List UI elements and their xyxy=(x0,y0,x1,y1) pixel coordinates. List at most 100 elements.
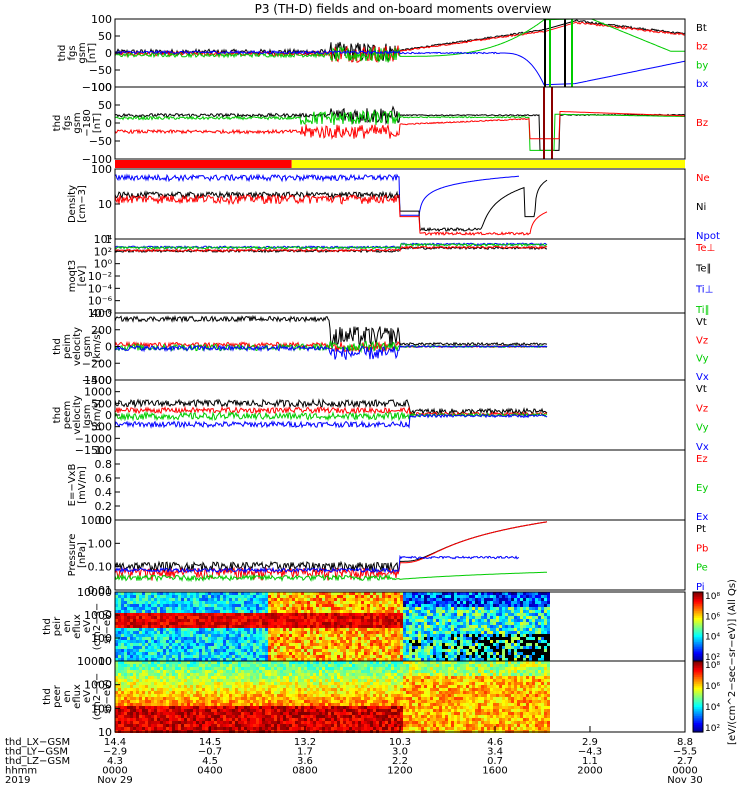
spectrogram-cell xyxy=(208,685,211,688)
spectrogram-cell xyxy=(499,622,502,625)
spectrogram-cell xyxy=(148,721,151,724)
spectrogram-cell xyxy=(196,643,199,646)
spectrogram-cell xyxy=(229,598,232,601)
spectrogram-cell xyxy=(355,616,358,619)
spectrogram-cell xyxy=(475,634,478,637)
spectrogram-cell xyxy=(157,673,160,676)
spectrogram-cell xyxy=(322,640,325,643)
spectrogram-cell xyxy=(277,700,280,703)
spectrogram-cell xyxy=(427,643,430,646)
spectrogram-cell xyxy=(115,703,118,706)
spectrogram-cell xyxy=(346,652,349,655)
spectrogram-cell xyxy=(118,682,121,685)
spectrogram-cell xyxy=(433,604,436,607)
spectrogram-cell xyxy=(247,652,250,655)
spectrogram-cell xyxy=(184,598,187,601)
spectrogram-cell xyxy=(187,709,190,712)
spectrogram-cell xyxy=(544,625,547,628)
spectrogram-cell xyxy=(256,700,259,703)
spectrogram-cell xyxy=(511,613,514,616)
spectrogram-cell xyxy=(187,592,190,595)
spectrogram-cell xyxy=(217,688,220,691)
spectrogram-cell xyxy=(220,655,223,658)
spectrogram-cell xyxy=(391,619,394,622)
spectrogram-cell xyxy=(490,598,493,601)
spectrogram-cell xyxy=(139,607,142,610)
spectrogram-cell xyxy=(454,634,457,637)
spectrogram-cell xyxy=(241,601,244,604)
spectrogram-cell xyxy=(307,664,310,667)
spectrogram-cell xyxy=(379,625,382,628)
spectrogram-cell xyxy=(361,610,364,613)
spectrogram-cell xyxy=(160,613,163,616)
spectrogram-cell xyxy=(178,727,181,730)
spectrogram-cell xyxy=(181,652,184,655)
spectrogram-cell xyxy=(220,658,223,661)
spectrogram-cell xyxy=(232,634,235,637)
spectrogram-cell xyxy=(214,613,217,616)
spectrogram-cell xyxy=(508,592,511,595)
spectrogram-cell xyxy=(199,685,202,688)
spectrogram-cell xyxy=(244,640,247,643)
spectrogram-cell xyxy=(217,694,220,697)
spectrogram-cell xyxy=(139,655,142,658)
spectrogram-cell xyxy=(298,694,301,697)
spectrogram-cell xyxy=(235,727,238,730)
spectrogram-cell xyxy=(532,607,535,610)
spectrogram-cell xyxy=(151,718,154,721)
spectrogram-cell xyxy=(319,676,322,679)
spectrogram-cell xyxy=(448,595,451,598)
spectrogram-cell xyxy=(172,700,175,703)
spectrogram-cell xyxy=(385,652,388,655)
spectrogram-cell xyxy=(187,634,190,637)
spectrogram-cell xyxy=(442,613,445,616)
spectrogram-cell xyxy=(508,649,511,652)
spectrogram-cell xyxy=(190,640,193,643)
spectrogram-cell xyxy=(373,652,376,655)
spectrogram-cell xyxy=(325,601,328,604)
spectrogram-cell xyxy=(316,706,319,709)
spectrogram-cell xyxy=(499,658,502,661)
spectrogram-cell xyxy=(187,706,190,709)
spectrogram-cell xyxy=(382,613,385,616)
spectrogram-cell xyxy=(268,673,271,676)
spectrogram-cell xyxy=(508,625,511,628)
spectrogram-cell xyxy=(541,622,544,625)
spectrogram-cell xyxy=(424,592,427,595)
spectrogram-cell xyxy=(376,598,379,601)
spectrogram-cell xyxy=(319,712,322,715)
spectrogram-cell xyxy=(127,649,130,652)
spectrogram-cell xyxy=(169,652,172,655)
spectrogram-cell xyxy=(253,607,256,610)
spectrogram-cell xyxy=(523,625,526,628)
spectrogram-cell xyxy=(169,619,172,622)
spectrogram-cell xyxy=(124,703,127,706)
spectrogram-cell xyxy=(526,595,529,598)
spectrogram-cell xyxy=(115,646,118,649)
spectrogram-cell xyxy=(286,691,289,694)
spectrogram-cell xyxy=(145,721,148,724)
spectrogram-cell xyxy=(526,625,529,628)
spectrogram-cell xyxy=(187,664,190,667)
spectrogram-cell xyxy=(265,685,268,688)
spectrogram-cell xyxy=(151,631,154,634)
spectrogram-cell xyxy=(253,700,256,703)
spectrogram-cell xyxy=(178,664,181,667)
spectrogram-cell xyxy=(532,592,535,595)
spectrogram-cell xyxy=(475,610,478,613)
spectrogram-cell xyxy=(199,664,202,667)
spectrogram-cell xyxy=(220,718,223,721)
spectrogram-cell xyxy=(229,691,232,694)
spectrogram-cell xyxy=(484,622,487,625)
spectrogram-cell xyxy=(211,604,214,607)
spectrogram-cell xyxy=(271,613,274,616)
spectrogram-cell xyxy=(421,625,424,628)
spectrogram-cell xyxy=(202,595,205,598)
spectrogram-cell xyxy=(217,598,220,601)
spectrogram-cell xyxy=(139,673,142,676)
spectrogram-cell xyxy=(208,715,211,718)
spectrogram-cell xyxy=(325,625,328,628)
spectrogram-cell xyxy=(403,613,406,616)
spectrogram-cell xyxy=(274,724,277,727)
spectrogram-cell xyxy=(397,649,400,652)
